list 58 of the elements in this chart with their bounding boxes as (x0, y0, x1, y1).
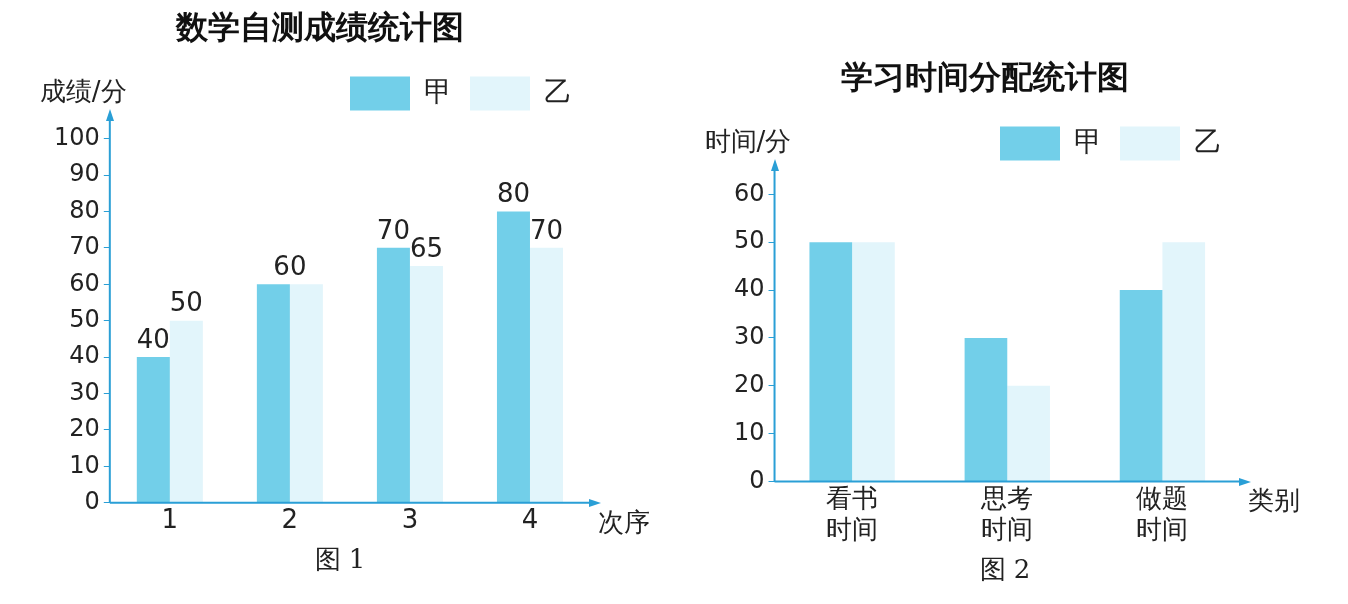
y-tick-label: 10 (733, 417, 765, 446)
y-tick-label: 40 (733, 274, 765, 303)
bar (496, 211, 530, 503)
y-tick-label: 0 (84, 487, 100, 516)
y-tick-label: 20 (69, 414, 100, 443)
bar (256, 284, 290, 503)
x-axis-title: 类别 (1248, 485, 1300, 516)
caption: 图 1 (314, 543, 366, 576)
y-tick-label: 30 (733, 322, 765, 351)
bar (376, 247, 410, 503)
bar (169, 320, 203, 503)
y-axis-title: 时间/分 (704, 126, 792, 157)
bar (1162, 242, 1206, 482)
y-tick-label: 60 (733, 178, 765, 207)
y-tick-label: 10 (69, 450, 100, 479)
y-axis-title: 成绩/分 (39, 76, 127, 107)
data-label: 65 (409, 232, 443, 263)
y-tick-label: 30 (69, 377, 100, 406)
data-label: 80 (496, 178, 531, 209)
bar (289, 284, 323, 503)
y-tick-label: 50 (733, 226, 765, 255)
bar (1007, 385, 1050, 482)
data-label: 70 (529, 214, 564, 245)
legend-label: 甲 (424, 74, 452, 108)
y-tick-label: 60 (69, 268, 100, 297)
data-label: 70 (376, 214, 410, 245)
bar (964, 337, 1008, 482)
x-tick-label: 做题时间 (1136, 482, 1189, 545)
y-tick-label: 90 (69, 159, 100, 188)
x-tick-label: 看书时间 (826, 482, 879, 545)
legend-label: 乙 (544, 74, 572, 108)
bar (852, 242, 895, 482)
data-label: 40 (136, 323, 170, 354)
x-tick-label: 2 (281, 504, 299, 535)
y-tick-label: 40 (69, 341, 100, 370)
x-tick-label: 1 (161, 504, 179, 535)
bar (1119, 290, 1163, 482)
y-tick-label: 80 (69, 195, 100, 224)
y-tick-label: 100 (54, 122, 100, 151)
bar (409, 266, 443, 503)
x-axis-title: 次序 (598, 506, 650, 537)
legend-label: 乙 (1194, 124, 1222, 158)
y-tick-label: 20 (733, 370, 765, 399)
data-label: 50 (169, 287, 203, 318)
data-label: 60 (273, 251, 307, 282)
bar (809, 242, 853, 482)
x-tick-label: 4 (521, 504, 539, 535)
x-tick-label: 3 (401, 504, 419, 535)
caption: 图 2 (979, 553, 1031, 586)
y-tick-label: 50 (69, 304, 100, 333)
chart-title: 学习时间分配统计图 (841, 57, 1129, 96)
legend-label: 甲 (1074, 124, 1102, 158)
y-tick-label: 0 (749, 465, 765, 494)
x-tick-label: 思考时间 (980, 482, 1034, 545)
bar (136, 357, 170, 503)
chart-title: 数学自测成绩统计图 (175, 7, 464, 46)
bar (529, 247, 563, 503)
y-tick-label: 70 (69, 232, 100, 261)
